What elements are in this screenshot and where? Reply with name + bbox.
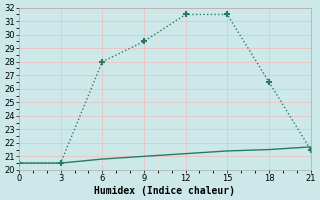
X-axis label: Humidex (Indice chaleur): Humidex (Indice chaleur) (94, 186, 235, 196)
